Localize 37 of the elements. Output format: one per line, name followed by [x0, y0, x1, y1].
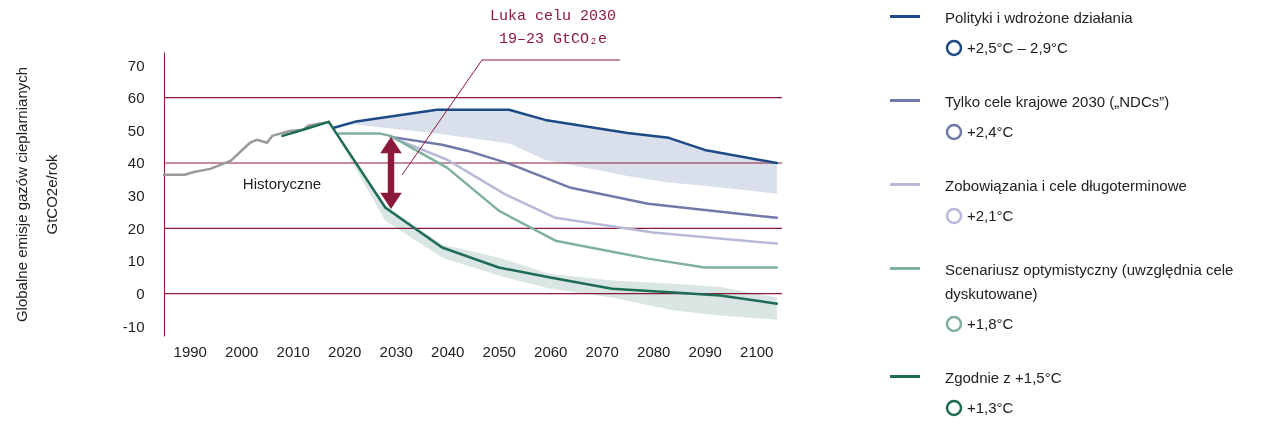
line-series [337, 132, 779, 269]
y-axis-title: Globalne emisje gazów cieplarnianych GtCO2e/rok [12, 66, 60, 323]
x-tick-label: 2000 [225, 342, 259, 360]
text: +1,3°C [967, 398, 1014, 418]
y-tick-label: 30 [127, 187, 145, 205]
legend-label: Polityki i wdrożone działania [945, 8, 1134, 28]
y-tick-label: 60 [127, 89, 145, 107]
x-tick-label: 2060 [534, 342, 568, 360]
annotation: Historyczne [242, 175, 322, 192]
text: +2,1°C [967, 206, 1014, 226]
x-tick-label: 2070 [585, 342, 619, 360]
y-tick-label: 10 [127, 252, 145, 270]
x-tick-label: 2020 [328, 342, 362, 360]
y-tick-label: 70 [127, 56, 145, 74]
x-tick-label: 2080 [637, 342, 671, 360]
text: Luka celu 2030 19–23 GtCO₂e [489, 8, 617, 48]
text: +2,4°C [967, 122, 1014, 142]
legend-label: Scenariusz optymistyczny (uwzględnia cele dyskutowane) [945, 260, 1235, 304]
y-tick-label: 40 [127, 154, 145, 172]
line-series [332, 108, 779, 165]
legend-label: Tylko cele krajowe 2030 („NDCs”) [945, 92, 1171, 112]
text: +2,5°C – 2,9°C [967, 38, 1068, 58]
x-tick-label: 2050 [482, 342, 516, 360]
x-tick-label: 2090 [688, 342, 722, 360]
x-tick-label: 2100 [740, 342, 774, 360]
legend-label: Zobowiązania i cele długoterminowe [945, 176, 1188, 196]
text: +1,8°C [967, 314, 1014, 334]
y-tick-label: 20 [127, 219, 145, 237]
x-tick-label: 2040 [431, 342, 465, 360]
y-tick-label: -10 [122, 317, 145, 335]
y-tick-label: 50 [127, 121, 145, 139]
x-tick-label: 2030 [379, 342, 413, 360]
x-tick-label: 1990 [173, 342, 207, 360]
line-series [389, 135, 779, 245]
legend-label: Zgodnie z +1,5°C [945, 368, 1063, 388]
x-tick-label: 2010 [276, 342, 310, 360]
y-tick-label: 0 [136, 285, 145, 303]
